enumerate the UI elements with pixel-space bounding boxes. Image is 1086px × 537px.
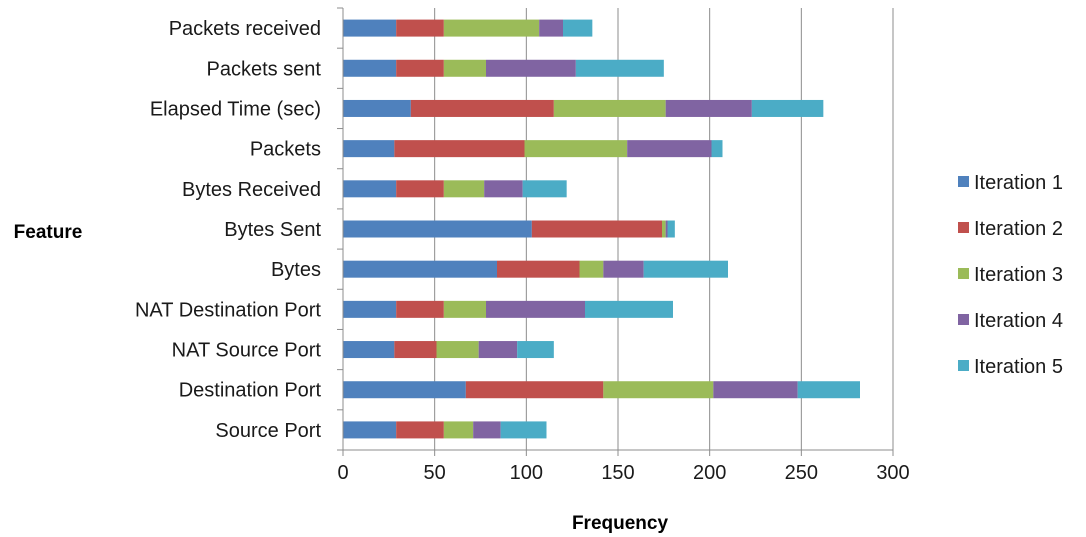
bar-segment-3-5: [751, 99, 824, 117]
bars: [343, 19, 860, 439]
bar-segment-10-1: [343, 381, 466, 399]
y-tick-label-2: Packets sent: [206, 58, 321, 80]
bar-segment-2-4: [486, 59, 576, 77]
bar-segment-6-3: [662, 220, 666, 238]
x-tick-label-250: 250: [785, 462, 818, 484]
bar-segment-4-4: [627, 140, 712, 158]
legend-label-3: Iteration 3: [974, 264, 1063, 286]
bar-segment-7-5: [643, 260, 728, 278]
bar-segment-1-5: [563, 19, 593, 37]
x-tick-label-100: 100: [510, 462, 543, 484]
legend-label-4: Iteration 4: [974, 310, 1063, 332]
bar-segment-1-3: [443, 19, 540, 37]
bar-segment-11-5: [500, 421, 547, 439]
bar-segment-9-5: [517, 341, 554, 359]
bar-segment-8-4: [486, 300, 585, 318]
y-tick-label-3: Elapsed Time (sec): [150, 98, 321, 120]
bar-segment-9-1: [343, 341, 395, 359]
bar-segment-8-5: [585, 300, 673, 318]
bar-segment-10-4: [713, 381, 798, 399]
y-tick-label-1: Packets received: [169, 18, 321, 40]
bar-segment-9-3: [436, 341, 479, 359]
bar-segment-2-2: [396, 59, 444, 77]
x-tick-label-300: 300: [876, 462, 909, 484]
bar-segment-4-3: [524, 140, 628, 158]
bar-segment-1-1: [343, 19, 397, 37]
bar-segment-8-3: [443, 300, 486, 318]
bar-segment-4-1: [343, 140, 395, 158]
bar-segment-10-5: [797, 381, 860, 399]
bar-segment-4-2: [394, 140, 525, 158]
bar-segment-11-3: [443, 421, 474, 439]
x-tick-label-50: 50: [424, 462, 446, 484]
x-tick-label-0: 0: [337, 462, 348, 484]
bar-segment-2-5: [575, 59, 664, 77]
legend-label-1: Iteration 1: [974, 172, 1063, 194]
x-tick-label-200: 200: [693, 462, 726, 484]
bar-segment-3-3: [553, 99, 666, 117]
y-tick-label-5: Bytes Received: [182, 179, 321, 201]
bar-segment-11-2: [396, 421, 444, 439]
bar-segment-4-5: [711, 140, 723, 158]
legend-swatch-1: [958, 176, 969, 187]
bar-segment-10-3: [603, 381, 714, 399]
y-tick-label-6: Bytes Sent: [224, 219, 321, 241]
bar-segment-10-2: [465, 381, 604, 399]
bar-segment-9-4: [478, 341, 518, 359]
bar-segment-6-2: [531, 220, 662, 238]
bar-segment-1-4: [539, 19, 563, 37]
legend-swatch-5: [958, 360, 969, 371]
bar-segment-3-2: [410, 99, 554, 117]
bar-segment-7-3: [579, 260, 604, 278]
bar-segment-2-1: [343, 59, 397, 77]
y-tick-label-7: Bytes: [271, 259, 321, 281]
legend-swatch-4: [958, 314, 969, 325]
bar-segment-8-2: [396, 300, 444, 318]
bar-segment-5-4: [484, 180, 523, 198]
bar-segment-5-3: [443, 180, 485, 198]
legend-swatch-2: [958, 222, 969, 233]
bar-segment-3-1: [343, 99, 411, 117]
x-axis-title: Frequency: [572, 513, 669, 534]
bar-segment-9-2: [394, 341, 437, 359]
bar-segment-6-4: [665, 220, 668, 238]
y-tick-label-4: Packets: [250, 139, 321, 161]
legend-label-2: Iteration 2: [974, 218, 1063, 240]
y-axis-title: Feature: [14, 222, 83, 243]
y-tick-labels: Packets received Packets sent Elapsed Time…: [135, 18, 321, 442]
bar-segment-5-2: [396, 180, 444, 198]
bar-segment-2-3: [443, 59, 486, 77]
bar-segment-6-5: [667, 220, 675, 238]
legend-swatch-3: [958, 268, 969, 279]
x-tick-labels: 0 50 100 150 200 250 300: [337, 462, 909, 484]
bar-segment-6-1: [343, 220, 532, 238]
bar-segment-11-4: [473, 421, 501, 439]
bar-segment-1-2: [396, 19, 444, 37]
bar-segment-3-4: [665, 99, 752, 117]
y-tick-label-8: NAT Destination Port: [135, 299, 321, 321]
axes: [337, 7, 894, 456]
bar-segment-8-1: [343, 300, 397, 318]
bar-segment-11-1: [343, 421, 397, 439]
y-tick-label-11: Source Port: [215, 420, 321, 442]
x-tick-label-150: 150: [601, 462, 634, 484]
bar-segment-5-1: [343, 180, 397, 198]
bar-segment-7-1: [343, 260, 497, 278]
bar-segment-7-2: [497, 260, 580, 278]
legend-label-5: Iteration 5: [974, 356, 1063, 378]
bar-segment-7-4: [603, 260, 644, 278]
y-tick-label-10: Destination Port: [179, 380, 322, 402]
bar-segment-5-5: [522, 180, 567, 198]
y-tick-label-9: NAT Source Port: [172, 340, 322, 362]
legend: Iteration 1 Iteration 2 Iteration 3 Iterati…: [958, 172, 1063, 378]
